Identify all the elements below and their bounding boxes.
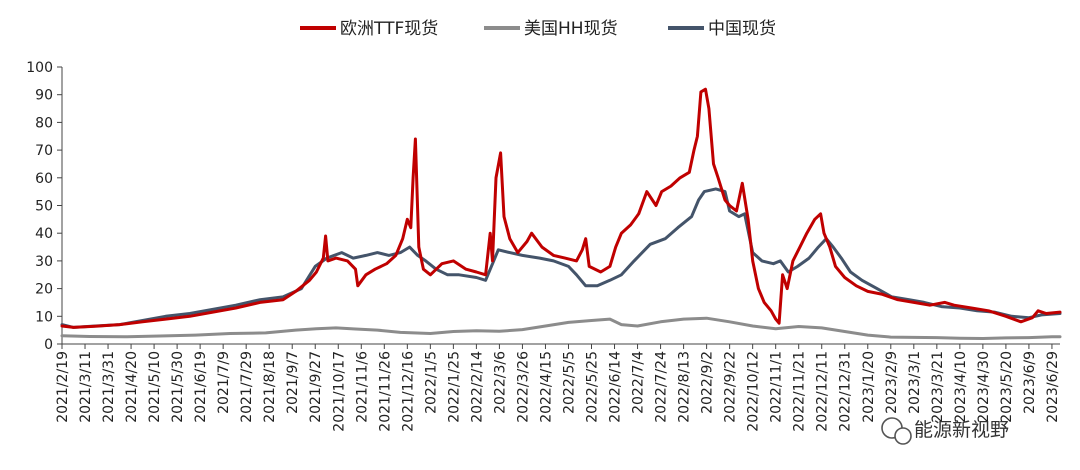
x-tick-label: 2022/3/6 <box>492 351 508 414</box>
x-tick-label: 2022/1/5 <box>423 351 439 414</box>
x-tick-label: 2022/9/22 <box>723 351 739 423</box>
y-tick-label: 30 <box>35 254 53 270</box>
x-tick-label: 2023/4/30 <box>976 351 992 423</box>
x-tick-label: 2021/4/20 <box>124 351 140 423</box>
x-tick-label: 2023/6/29 <box>1045 351 1061 423</box>
x-tick-label: 2023/2/9 <box>884 351 900 414</box>
wechat-icon <box>881 417 912 445</box>
x-tick-label: 2022/3/26 <box>515 351 531 423</box>
x-tick-label: 2021/6/19 <box>193 351 209 423</box>
x-tick-label: 2022/9/2 <box>700 351 716 414</box>
x-tick-label: 2023/5/20 <box>999 351 1015 423</box>
x-tick-label: 2021/5/30 <box>170 351 186 423</box>
y-tick-label: 70 <box>35 143 53 159</box>
y-tick-label: 60 <box>35 171 53 187</box>
x-tick-label: 2022/4/15 <box>538 351 554 423</box>
y-tick-label: 10 <box>35 309 53 325</box>
x-tick-label: 2021/5/10 <box>147 351 163 423</box>
x-tick-label: 2021/8/18 <box>262 351 278 423</box>
y-tick-label: 80 <box>35 115 53 131</box>
watermark: 能源新视野 <box>881 417 1009 445</box>
x-tick-label: 2021/11/6 <box>354 351 370 423</box>
x-tick-label: 2022/1/25 <box>446 351 462 423</box>
legend-label-0: 欧洲TTF现货 <box>340 19 438 39</box>
y-tick-label: 50 <box>35 199 53 215</box>
y-tick-label: 0 <box>44 337 53 353</box>
x-tick-label: 2022/11/21 <box>792 351 808 432</box>
series-line-0 <box>60 87 1062 329</box>
x-tick-label: 2022/2/14 <box>469 351 485 423</box>
legend: 欧洲TTF现货 美国HH现货 中国现货 <box>300 19 776 39</box>
x-tick-label: 2022/7/24 <box>654 351 670 423</box>
x-tick-label: 2021/9/7 <box>285 351 301 414</box>
x-tick-label: 2022/12/11 <box>815 351 831 432</box>
x-tick-label: 2021/3/11 <box>78 351 94 423</box>
y-tick-label: 20 <box>35 282 53 298</box>
legend-label-1: 美国HH现货 <box>524 19 618 39</box>
x-tick-label: 2022/6/14 <box>608 351 624 423</box>
x-tick-label: 2021/11/26 <box>377 351 393 432</box>
series-layer <box>60 87 1062 340</box>
x-tick-label: 2021/12/16 <box>400 351 416 432</box>
x-tick-label: 2023/3/21 <box>930 351 946 423</box>
y-tick-label: 90 <box>35 88 53 104</box>
x-tick-label: 2022/12/31 <box>838 351 854 432</box>
x-tick-label: 2022/5/5 <box>561 351 577 414</box>
y-tick-label: 100 <box>26 60 53 76</box>
x-tick-label: 2023/4/10 <box>953 351 969 423</box>
x-tick-label: 2021/9/27 <box>308 351 324 423</box>
x-tick-label: 2021/3/31 <box>101 351 117 423</box>
x-tick-label: 2022/10/12 <box>746 351 762 432</box>
axes: 0 10 20 30 40 50 60 70 80 90 100 2021/2/19 2021/3/11… <box>26 60 1061 432</box>
x-tick-label: 2022/11/1 <box>769 351 785 423</box>
series-line-1 <box>60 316 1062 340</box>
x-tick-label: 2022/8/13 <box>677 351 693 423</box>
x-tick-label: 2021/10/17 <box>331 351 347 432</box>
x-tick-label: 2023/3/1 <box>907 351 923 414</box>
y-tick-label: 40 <box>35 226 53 242</box>
x-tick-label: 2021/2/19 <box>55 351 71 423</box>
x-tick-label: 2022/7/4 <box>631 351 647 414</box>
x-tick-label: 2021/7/29 <box>239 351 255 423</box>
x-tick-label: 2023/6/9 <box>1022 351 1038 414</box>
watermark-text: 能源新视野 <box>914 419 1009 441</box>
x-tick-label: 2022/5/25 <box>585 351 601 423</box>
legend-label-2: 中国现货 <box>708 19 776 39</box>
x-tick-label: 2021/7/9 <box>216 351 232 414</box>
x-tick-label: 2023/1/20 <box>861 351 877 423</box>
